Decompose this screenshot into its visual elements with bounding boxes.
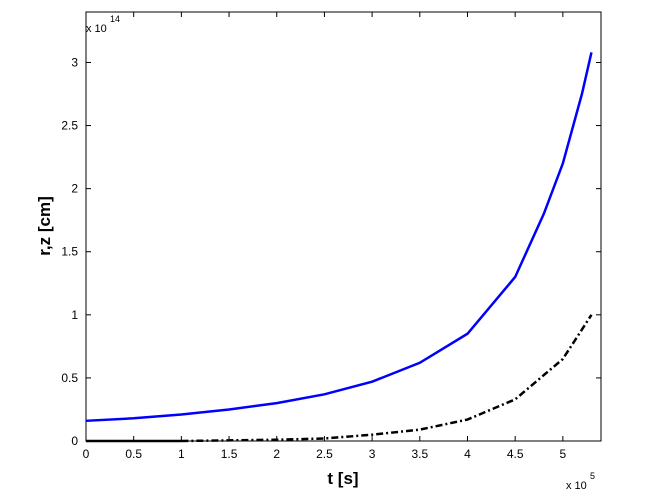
x-tick-label: 2 [273, 447, 280, 461]
series-line [181, 314, 593, 443]
x-tick-label: 1.5 [221, 447, 238, 461]
x-tick-label: 4 [464, 447, 471, 461]
x-tick-label: 0.5 [125, 447, 142, 461]
plot-frame [85, 11, 602, 442]
x-tick-label: 3 [369, 447, 376, 461]
y-tick-label: 2.5 [61, 119, 78, 133]
y-axis-label: r,z [cm] [35, 196, 54, 256]
x-tick-label: 3.5 [411, 447, 428, 461]
x-multiplier: x 10 [566, 480, 587, 492]
x-tick-label: 0 [83, 447, 90, 461]
x-tick-label: 2.5 [316, 447, 333, 461]
x-tick-label: 1 [178, 447, 185, 461]
x-tick-label: 5 [560, 447, 567, 461]
y-tick-label: 1 [71, 308, 78, 322]
x-exponent: 5 [590, 471, 595, 481]
y-tick-label: 1.5 [61, 245, 78, 259]
y-tick-label: 2 [71, 182, 78, 196]
y-exponent: 14 [110, 14, 120, 24]
x-tick-label: 4.5 [507, 447, 524, 461]
y-tick-label: 3 [71, 55, 78, 69]
y-tick-label: 0.5 [61, 371, 78, 385]
series-line [85, 52, 593, 423]
y-multiplier: x 10 [86, 23, 107, 35]
y-tick-label: 0 [71, 434, 78, 448]
x-axis-label: t [s] [327, 469, 358, 488]
